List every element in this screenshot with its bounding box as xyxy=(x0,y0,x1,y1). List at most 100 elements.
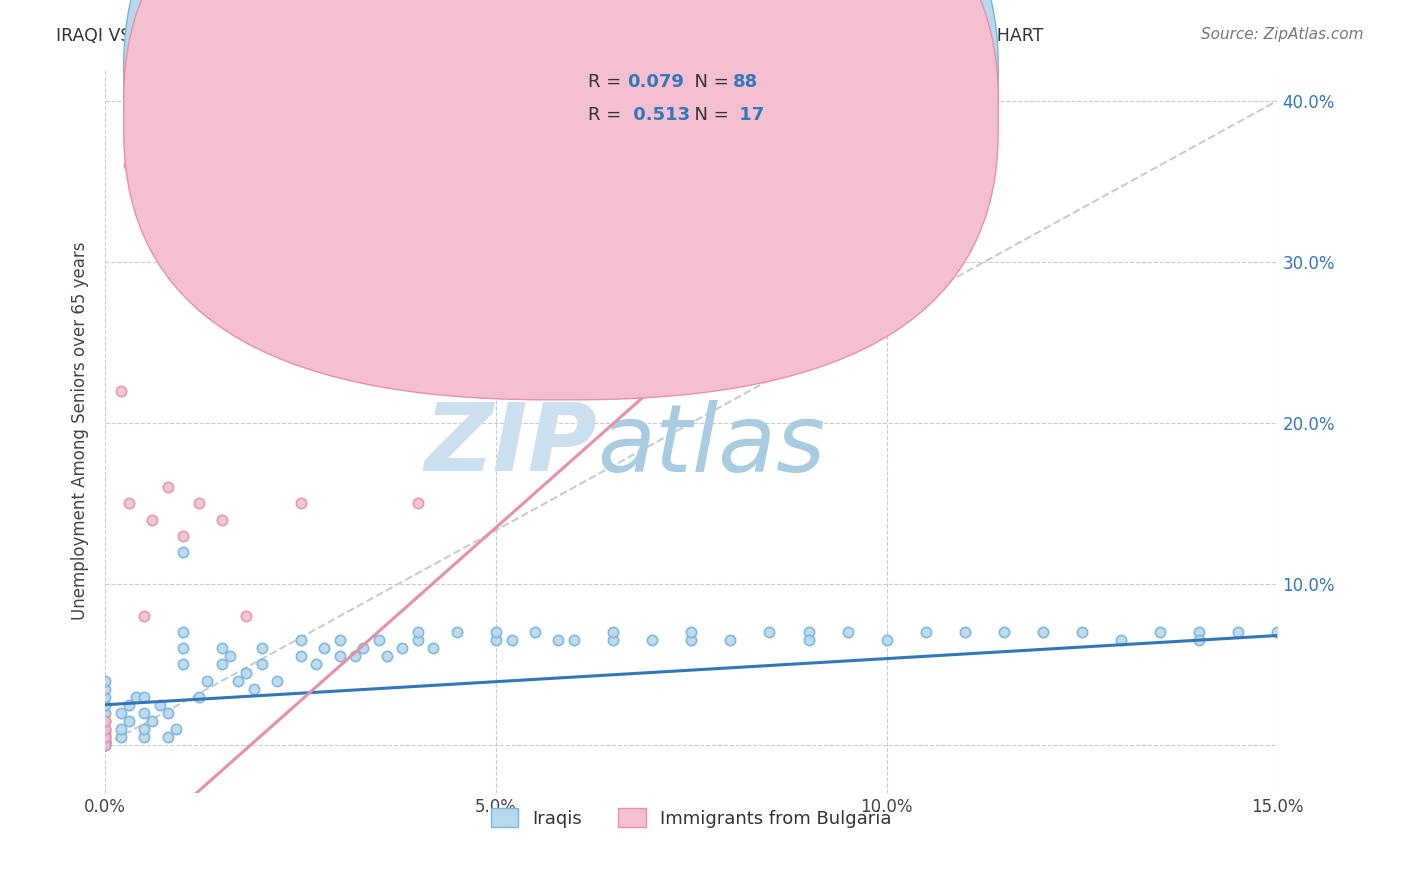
Point xyxy=(94,738,117,752)
Point xyxy=(118,714,141,728)
Point xyxy=(134,126,156,140)
Point xyxy=(94,722,117,736)
Point xyxy=(681,633,703,648)
Point xyxy=(94,730,117,744)
Point xyxy=(1032,625,1054,640)
Text: R =: R = xyxy=(588,106,627,124)
Text: ZIP: ZIP xyxy=(425,400,598,491)
Point xyxy=(250,641,273,656)
Point xyxy=(94,681,117,696)
Point xyxy=(329,335,352,350)
Point xyxy=(953,625,976,640)
Point xyxy=(156,480,179,494)
Point xyxy=(94,725,117,739)
Point xyxy=(797,625,820,640)
Point xyxy=(602,633,624,648)
Point xyxy=(329,649,352,664)
Point xyxy=(94,714,117,728)
Point xyxy=(118,158,141,172)
Point xyxy=(375,649,398,664)
Point xyxy=(149,698,172,712)
Point xyxy=(125,690,148,704)
Point xyxy=(406,633,429,648)
Point xyxy=(226,673,249,688)
Point xyxy=(188,496,211,510)
Point xyxy=(118,496,141,510)
Point xyxy=(837,625,859,640)
Text: 0.513: 0.513 xyxy=(627,106,690,124)
Point xyxy=(485,625,508,640)
Point xyxy=(1188,625,1211,640)
Point xyxy=(367,633,389,648)
Point xyxy=(1149,625,1171,640)
Point xyxy=(290,649,312,664)
Text: N =: N = xyxy=(683,106,735,124)
Point xyxy=(391,641,413,656)
Point xyxy=(250,255,273,269)
Point xyxy=(406,496,429,510)
Point xyxy=(219,649,242,664)
Point xyxy=(1188,633,1211,648)
Point xyxy=(352,641,374,656)
Point xyxy=(156,706,179,720)
Point xyxy=(94,728,117,742)
Point xyxy=(250,657,273,672)
Text: 17: 17 xyxy=(733,106,763,124)
Point xyxy=(914,625,936,640)
Point xyxy=(94,673,117,688)
Point xyxy=(172,545,194,559)
Point xyxy=(94,736,117,750)
Point xyxy=(110,706,132,720)
Point xyxy=(718,633,741,648)
Point xyxy=(1227,625,1250,640)
Point xyxy=(141,512,163,526)
Y-axis label: Unemployment Among Seniors over 65 years: Unemployment Among Seniors over 65 years xyxy=(72,242,89,620)
Point xyxy=(406,625,429,640)
Text: atlas: atlas xyxy=(598,400,825,491)
Point xyxy=(446,625,468,640)
Point xyxy=(94,738,117,752)
Point xyxy=(172,657,194,672)
Point xyxy=(993,625,1015,640)
Point xyxy=(94,730,117,744)
Point xyxy=(602,625,624,640)
Point xyxy=(1071,625,1094,640)
Point xyxy=(188,690,211,704)
Point xyxy=(235,609,257,624)
Legend: Iraqis, Immigrants from Bulgaria: Iraqis, Immigrants from Bulgaria xyxy=(484,801,898,835)
Point xyxy=(172,625,194,640)
Point xyxy=(312,641,335,656)
Point xyxy=(134,722,156,736)
Point xyxy=(876,633,898,648)
Point xyxy=(758,625,780,640)
Point xyxy=(797,633,820,648)
Point xyxy=(94,714,117,728)
Point xyxy=(110,384,132,398)
Point xyxy=(344,649,367,664)
Text: R =: R = xyxy=(588,73,627,91)
Point xyxy=(134,730,156,744)
Point xyxy=(141,714,163,728)
Text: IRAQI VS IMMIGRANTS FROM BULGARIA UNEMPLOYMENT AMONG SENIORS OVER 65 YEARS CORRE: IRAQI VS IMMIGRANTS FROM BULGARIA UNEMPL… xyxy=(56,27,1043,45)
Point xyxy=(110,730,132,744)
Point xyxy=(562,633,585,648)
Point xyxy=(305,657,328,672)
Point xyxy=(195,673,218,688)
Point xyxy=(165,722,187,736)
Point xyxy=(290,496,312,510)
Point xyxy=(235,665,257,680)
Point xyxy=(422,641,444,656)
Point xyxy=(94,690,117,704)
Point xyxy=(172,528,194,542)
Point xyxy=(134,706,156,720)
Point xyxy=(641,633,664,648)
Point xyxy=(134,690,156,704)
Text: Source: ZipAtlas.com: Source: ZipAtlas.com xyxy=(1201,27,1364,42)
Point xyxy=(134,609,156,624)
Point xyxy=(94,735,117,749)
Point xyxy=(501,633,523,648)
Point xyxy=(242,681,264,696)
Point xyxy=(290,633,312,648)
Point xyxy=(547,633,569,648)
Point xyxy=(94,706,117,720)
